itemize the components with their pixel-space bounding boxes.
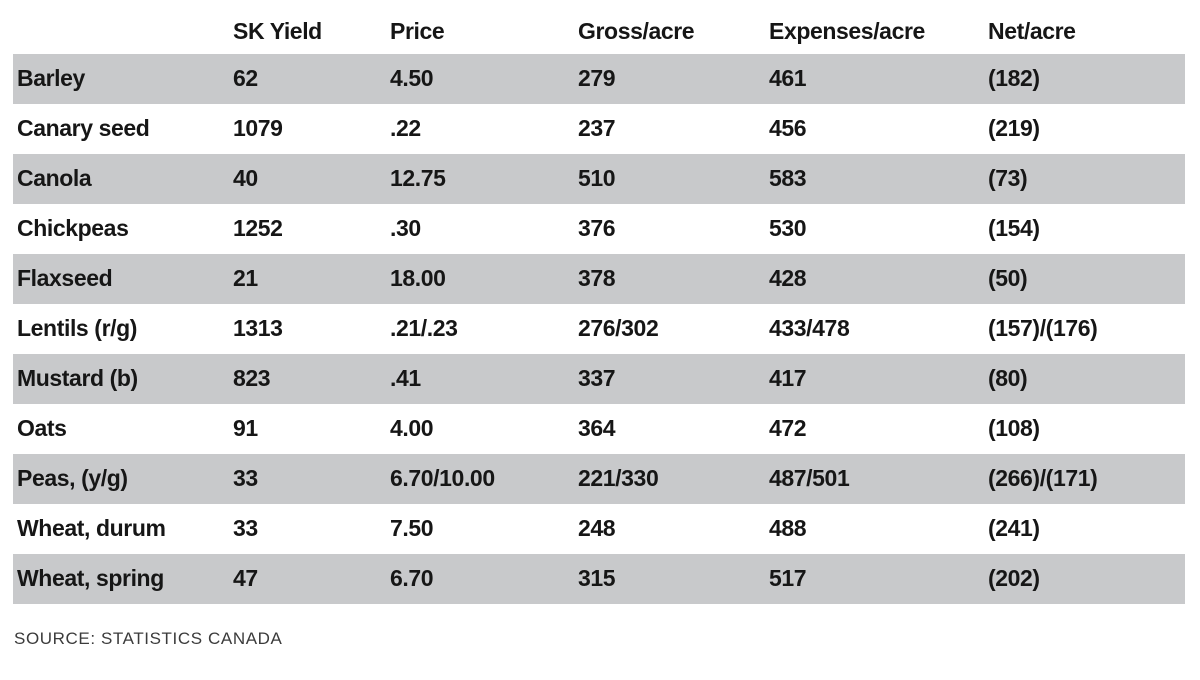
table-cell: 33 bbox=[233, 514, 258, 541]
row-label-crop: Chickpeas bbox=[17, 214, 129, 241]
column-header: Net/acre bbox=[987, 10, 1185, 54]
table-cell: 33 bbox=[233, 464, 258, 491]
row-label-crop: Barley bbox=[17, 64, 85, 91]
table-cell: 12.75 bbox=[390, 164, 446, 191]
table-cell: 517 bbox=[769, 564, 807, 591]
column-header: SK Yield bbox=[232, 10, 389, 54]
table-cell: (266)/(171) bbox=[988, 464, 1098, 491]
table-cell: 823 bbox=[233, 364, 271, 391]
row-label-crop: Oats bbox=[17, 414, 67, 441]
table-cell: 530 bbox=[769, 214, 807, 241]
row-label-crop: Flaxseed bbox=[17, 264, 113, 291]
table-cell: 7.50 bbox=[390, 514, 434, 541]
table-cell: .21/.23 bbox=[390, 314, 458, 341]
table-cell: 279 bbox=[578, 64, 616, 91]
table-cell: .41 bbox=[390, 364, 421, 391]
table-cell: 6.70 bbox=[390, 564, 434, 591]
table-cell: .22 bbox=[390, 114, 421, 141]
table-cell: (80) bbox=[988, 364, 1028, 391]
table-cell: 1252 bbox=[233, 214, 283, 241]
column-header: Expenses/acre bbox=[768, 10, 987, 54]
row-label-crop: Mustard (b) bbox=[17, 364, 138, 391]
table-cell: 428 bbox=[769, 264, 807, 291]
column-header-crop bbox=[13, 10, 232, 54]
table-cell: 376 bbox=[578, 214, 616, 241]
table-cell: 433/478 bbox=[769, 314, 850, 341]
table-cell: (241) bbox=[988, 514, 1040, 541]
table-cell: 417 bbox=[769, 364, 807, 391]
table-cell: 456 bbox=[769, 114, 807, 141]
row-label-crop: Wheat, durum bbox=[17, 514, 166, 541]
table-cell: (157)/(176) bbox=[988, 314, 1098, 341]
table-body: Barley 62 4.50 279 461 (182) Canary seed 1079 .2… bbox=[13, 54, 1185, 604]
table-cell: 91 bbox=[233, 414, 258, 441]
table-cell: (202) bbox=[988, 564, 1040, 591]
table-cell: 62 bbox=[233, 64, 258, 91]
table-cell: 337 bbox=[578, 364, 616, 391]
source-caption: SOURCE: STATISTICS CANADA bbox=[14, 629, 283, 648]
table-header-row: SK Yield Price Gross/acre Expenses/acre Net/… bbox=[13, 10, 1185, 54]
table-cell: (219) bbox=[988, 114, 1040, 141]
table-cell: 472 bbox=[769, 414, 807, 441]
table-cell: 221/330 bbox=[578, 464, 659, 491]
table-cell: 488 bbox=[769, 514, 807, 541]
table-cell: (50) bbox=[988, 264, 1028, 291]
table-header: SK Yield Price Gross/acre Expenses/acre Net/… bbox=[13, 10, 1185, 54]
table-cell: 40 bbox=[233, 164, 258, 191]
table-cell: (73) bbox=[988, 164, 1028, 191]
table-cell: 47 bbox=[233, 564, 258, 591]
row-label-crop: Wheat, spring bbox=[17, 564, 164, 591]
table-row: Flaxseed 21 18.00 378 428 (50) bbox=[13, 254, 1185, 304]
table-cell: 315 bbox=[578, 564, 616, 591]
table-row: Peas, (y/g) 33 6.70/10.00 221/330 487/501 (26… bbox=[13, 454, 1185, 504]
row-label-crop: Lentils (r/g) bbox=[17, 314, 138, 341]
table-cell: 461 bbox=[769, 64, 807, 91]
crop-economics-table: SK Yield Price Gross/acre Expenses/acre Net/… bbox=[13, 10, 1185, 604]
table-cell: 276/302 bbox=[578, 314, 659, 341]
column-header: Price bbox=[389, 10, 577, 54]
table-cell: 6.70/10.00 bbox=[390, 464, 495, 491]
table-row: Canola 40 12.75 510 583 (73) bbox=[13, 154, 1185, 204]
table-row: Lentils (r/g) 1313 .21/.23 276/302 433/478 (1… bbox=[13, 304, 1185, 354]
row-label-crop: Canary seed bbox=[17, 114, 150, 141]
column-header: Gross/acre bbox=[577, 10, 768, 54]
table-cell: 248 bbox=[578, 514, 616, 541]
table-cell: (108) bbox=[988, 414, 1040, 441]
table-row: Mustard (b) 823 .41 337 417 (80) bbox=[13, 354, 1185, 404]
table-row: Oats 91 4.00 364 472 (108) bbox=[13, 404, 1185, 454]
table-cell: 4.50 bbox=[390, 64, 434, 91]
table-row: Canary seed 1079 .22 237 456 (219) bbox=[13, 104, 1185, 154]
table-cell: 364 bbox=[578, 414, 616, 441]
table-cell: 21 bbox=[233, 264, 258, 291]
table-cell: 583 bbox=[769, 164, 807, 191]
table-cell: 487/501 bbox=[769, 464, 850, 491]
table-cell: 378 bbox=[578, 264, 616, 291]
table-cell: 18.00 bbox=[390, 264, 446, 291]
crop-economics-figure: SK Yield Price Gross/acre Expenses/acre Net/… bbox=[13, 10, 1185, 648]
table-cell: (154) bbox=[988, 214, 1040, 241]
row-label-crop: Canola bbox=[17, 164, 92, 191]
table-cell: 1079 bbox=[233, 114, 283, 141]
table-cell: .30 bbox=[390, 214, 421, 241]
table-row: Wheat, spring 47 6.70 315 517 (202) bbox=[13, 554, 1185, 604]
table-cell: 510 bbox=[578, 164, 616, 191]
table-row: Barley 62 4.50 279 461 (182) bbox=[13, 54, 1185, 104]
row-label-crop: Peas, (y/g) bbox=[17, 464, 128, 491]
table-cell: 237 bbox=[578, 114, 616, 141]
table-row: Wheat, durum 33 7.50 248 488 (241) bbox=[13, 504, 1185, 554]
table-cell: 4.00 bbox=[390, 414, 434, 441]
table-cell: 1313 bbox=[233, 314, 283, 341]
table-row: Chickpeas 1252 .30 376 530 (154) bbox=[13, 204, 1185, 254]
table-cell: (182) bbox=[988, 64, 1040, 91]
